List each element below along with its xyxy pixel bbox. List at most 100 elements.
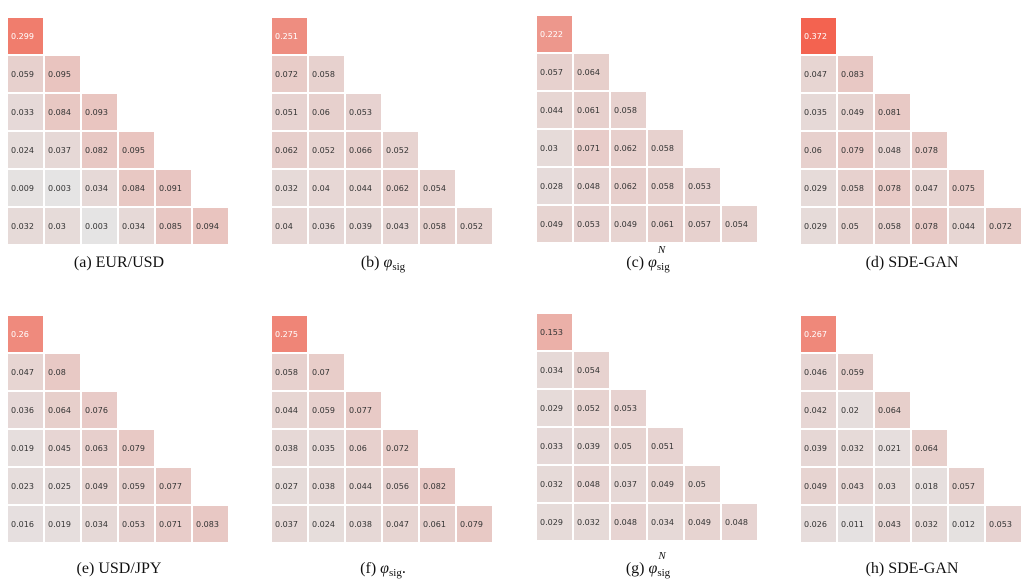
heatmap-cell: 0.251 xyxy=(271,17,308,55)
heatmap-cell: 0.003 xyxy=(81,207,118,245)
heatmap-cell: 0.061 xyxy=(647,205,684,243)
heatmap-cell: 0.08 xyxy=(44,353,81,391)
heatmap-cell: 0.049 xyxy=(837,93,874,131)
heatmap-cell: 0.062 xyxy=(382,169,419,207)
heatmap-cell: 0.049 xyxy=(684,503,721,541)
caption-label: (d) xyxy=(865,254,889,271)
caption-title: EUR/USD xyxy=(95,254,165,271)
heatmap-cell: 0.058 xyxy=(874,207,911,245)
caption-title: USD/JPY xyxy=(98,560,162,577)
heatmap-cell: 0.072 xyxy=(271,55,308,93)
caption-label: (h) xyxy=(865,560,889,577)
heatmap-cell: 0.027 xyxy=(271,467,308,505)
heatmap-cell: 0.036 xyxy=(7,391,44,429)
heatmap-cell: 0.057 xyxy=(684,205,721,243)
heatmap-cell: 0.052 xyxy=(308,131,345,169)
heatmap-cell: 0.061 xyxy=(573,91,610,129)
heatmap-cell: 0.071 xyxy=(573,129,610,167)
heatmap-cell: 0.059 xyxy=(837,353,874,391)
heatmap-cell: 0.033 xyxy=(7,93,44,131)
heatmap-cell: 0.019 xyxy=(7,429,44,467)
heatmap-cell: 0.083 xyxy=(837,55,874,93)
heatmap-cell: 0.033 xyxy=(536,427,573,465)
caption-suffix: . xyxy=(401,560,406,577)
heatmap-cell: 0.04 xyxy=(308,169,345,207)
heatmap-cell: 0.054 xyxy=(721,205,758,243)
heatmap-cell: 0.044 xyxy=(345,169,382,207)
heatmap-cell: 0.071 xyxy=(155,505,192,543)
heatmap-cell: 0.048 xyxy=(610,503,647,541)
caption-label: (e) xyxy=(76,560,99,577)
heatmap-cell: 0.032 xyxy=(911,505,948,543)
heatmap-cell: 0.058 xyxy=(647,129,684,167)
heatmap-cell: 0.046 xyxy=(800,353,837,391)
heatmap-cell: 0.053 xyxy=(345,93,382,131)
heatmap-cell: 0.034 xyxy=(81,169,118,207)
heatmap-cell: 0.062 xyxy=(271,131,308,169)
caption-superscript: N xyxy=(657,244,666,256)
heatmap-cell: 0.047 xyxy=(382,505,419,543)
heatmap-cell: 0.06 xyxy=(345,429,382,467)
caption-label: (g) xyxy=(625,560,649,577)
caption-label: (b) xyxy=(360,254,384,271)
heatmap-cell: 0.047 xyxy=(7,353,44,391)
heatmap-cell: 0.044 xyxy=(536,91,573,129)
caption-subscript: sig xyxy=(392,261,406,273)
heatmap-cell: 0.058 xyxy=(308,55,345,93)
heatmap-cell: 0.038 xyxy=(271,429,308,467)
heatmap-cell: 0.275 xyxy=(271,315,308,353)
heatmap-cell: 0.064 xyxy=(44,391,81,429)
heatmap-cell: 0.039 xyxy=(345,207,382,245)
caption-symbol: φ xyxy=(648,560,658,577)
heatmap-cell: 0.049 xyxy=(647,465,684,503)
heatmap-cell: 0.052 xyxy=(382,131,419,169)
caption-title: SDE-GAN xyxy=(888,560,959,577)
heatmap-cell: 0.047 xyxy=(800,55,837,93)
heatmap-cell: 0.03 xyxy=(536,129,573,167)
heatmap-cell: 0.021 xyxy=(874,429,911,467)
heatmap-cell: 0.029 xyxy=(800,207,837,245)
heatmap-cell: 0.053 xyxy=(985,505,1021,543)
heatmap-cell: 0.078 xyxy=(874,169,911,207)
heatmap-cell: 0.06 xyxy=(308,93,345,131)
heatmap-cell: 0.044 xyxy=(271,391,308,429)
heatmap-cell: 0.043 xyxy=(874,505,911,543)
heatmap-cell: 0.043 xyxy=(382,207,419,245)
heatmap-cell: 0.035 xyxy=(800,93,837,131)
heatmap-cell: 0.047 xyxy=(911,169,948,207)
caption-label: (f) xyxy=(360,560,381,577)
heatmap-cell: 0.058 xyxy=(647,167,684,205)
heatmap-cell: 0.053 xyxy=(610,389,647,427)
heatmap-cell: 0.037 xyxy=(271,505,308,543)
heatmap-cell: 0.003 xyxy=(44,169,81,207)
heatmap-cell: 0.03 xyxy=(874,467,911,505)
heatmap-cell: 0.053 xyxy=(118,505,155,543)
panel-caption: (b) φsig xyxy=(283,254,483,273)
heatmap-cell: 0.06 xyxy=(800,131,837,169)
heatmap-cell: 0.058 xyxy=(610,91,647,129)
caption-label: (c) xyxy=(626,254,649,271)
heatmap-cell: 0.035 xyxy=(308,429,345,467)
heatmap-cell: 0.079 xyxy=(118,429,155,467)
heatmap-cell: 0.049 xyxy=(610,205,647,243)
heatmap-cell: 0.062 xyxy=(610,167,647,205)
heatmap-cell: 0.032 xyxy=(837,429,874,467)
heatmap-cell: 0.038 xyxy=(308,467,345,505)
heatmap-cell: 0.052 xyxy=(573,389,610,427)
heatmap-cell: 0.05 xyxy=(837,207,874,245)
heatmap-cell: 0.077 xyxy=(345,391,382,429)
heatmap-cell: 0.081 xyxy=(874,93,911,131)
heatmap-cell: 0.064 xyxy=(911,429,948,467)
heatmap-cell: 0.059 xyxy=(308,391,345,429)
heatmap-cell: 0.085 xyxy=(155,207,192,245)
heatmap-cell: 0.039 xyxy=(573,427,610,465)
heatmap-cell: 0.079 xyxy=(456,505,493,543)
heatmap-cell: 0.057 xyxy=(536,53,573,91)
heatmap-cell: 0.058 xyxy=(419,207,456,245)
heatmap-cell: 0.037 xyxy=(610,465,647,503)
heatmap-cell: 0.025 xyxy=(44,467,81,505)
heatmap-cell: 0.372 xyxy=(800,17,837,55)
heatmap-cell: 0.082 xyxy=(81,131,118,169)
heatmap-cell: 0.095 xyxy=(44,55,81,93)
